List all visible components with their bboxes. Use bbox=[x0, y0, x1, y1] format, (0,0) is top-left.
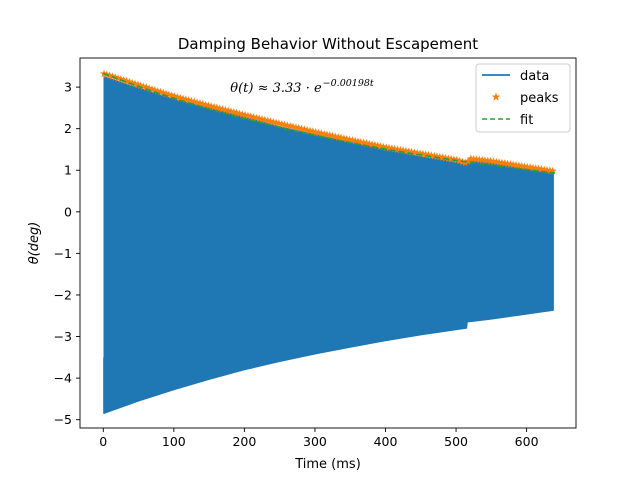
chart-title: Damping Behavior Without Escapement bbox=[178, 35, 478, 53]
y-tick-label: −3 bbox=[54, 329, 72, 344]
y-tick-label: −5 bbox=[54, 412, 72, 427]
fit-equation-text: θ(t) ≈ 3.33 · e bbox=[230, 81, 322, 96]
legend-peaks-label: peaks bbox=[520, 91, 559, 106]
peak-marker bbox=[464, 157, 472, 165]
x-tick-label: 0 bbox=[99, 434, 107, 449]
y-tick-label: −2 bbox=[54, 287, 72, 302]
y-tick-label: 0 bbox=[64, 204, 72, 219]
x-axis-ticks: 0 100 200 300 400 500 600 bbox=[99, 428, 539, 449]
x-tick-label: 600 bbox=[515, 434, 539, 449]
axes-frame bbox=[79, 57, 577, 429]
peak-marker bbox=[548, 166, 557, 175]
legend-peaks-swatch bbox=[491, 92, 501, 101]
y-axis-label: θ(deg) bbox=[27, 222, 42, 265]
fit-equation-annotation: θ(t) ≈ 3.33 · e −0.00198t bbox=[230, 78, 374, 96]
peak-marker bbox=[125, 77, 134, 86]
y-axis-ticks: −5 −4 −3 −2 −1 0 1 2 3 bbox=[54, 80, 80, 427]
legend-data-label: data bbox=[520, 69, 549, 84]
x-axis-label: Time (ms) bbox=[294, 457, 361, 472]
y-tick-label: 3 bbox=[64, 80, 72, 95]
fit-series-line bbox=[103, 72, 555, 174]
x-tick-label: 200 bbox=[232, 434, 256, 449]
x-tick-label: 300 bbox=[303, 434, 327, 449]
y-tick-label: 2 bbox=[64, 121, 72, 136]
peaks-series bbox=[100, 69, 557, 175]
y-tick-label: 1 bbox=[64, 163, 72, 178]
x-tick-label: 400 bbox=[374, 434, 398, 449]
fit-equation-exponent: −0.00198t bbox=[323, 78, 374, 89]
y-tick-label: −4 bbox=[54, 371, 72, 386]
plot-area bbox=[100, 69, 557, 415]
legend: data peaks fit bbox=[475, 63, 571, 133]
x-tick-label: 500 bbox=[444, 434, 468, 449]
y-tick-label: −1 bbox=[54, 246, 72, 261]
x-tick-label: 100 bbox=[162, 434, 186, 449]
legend-fit-label: fit bbox=[520, 113, 533, 128]
legend-box bbox=[475, 63, 571, 133]
